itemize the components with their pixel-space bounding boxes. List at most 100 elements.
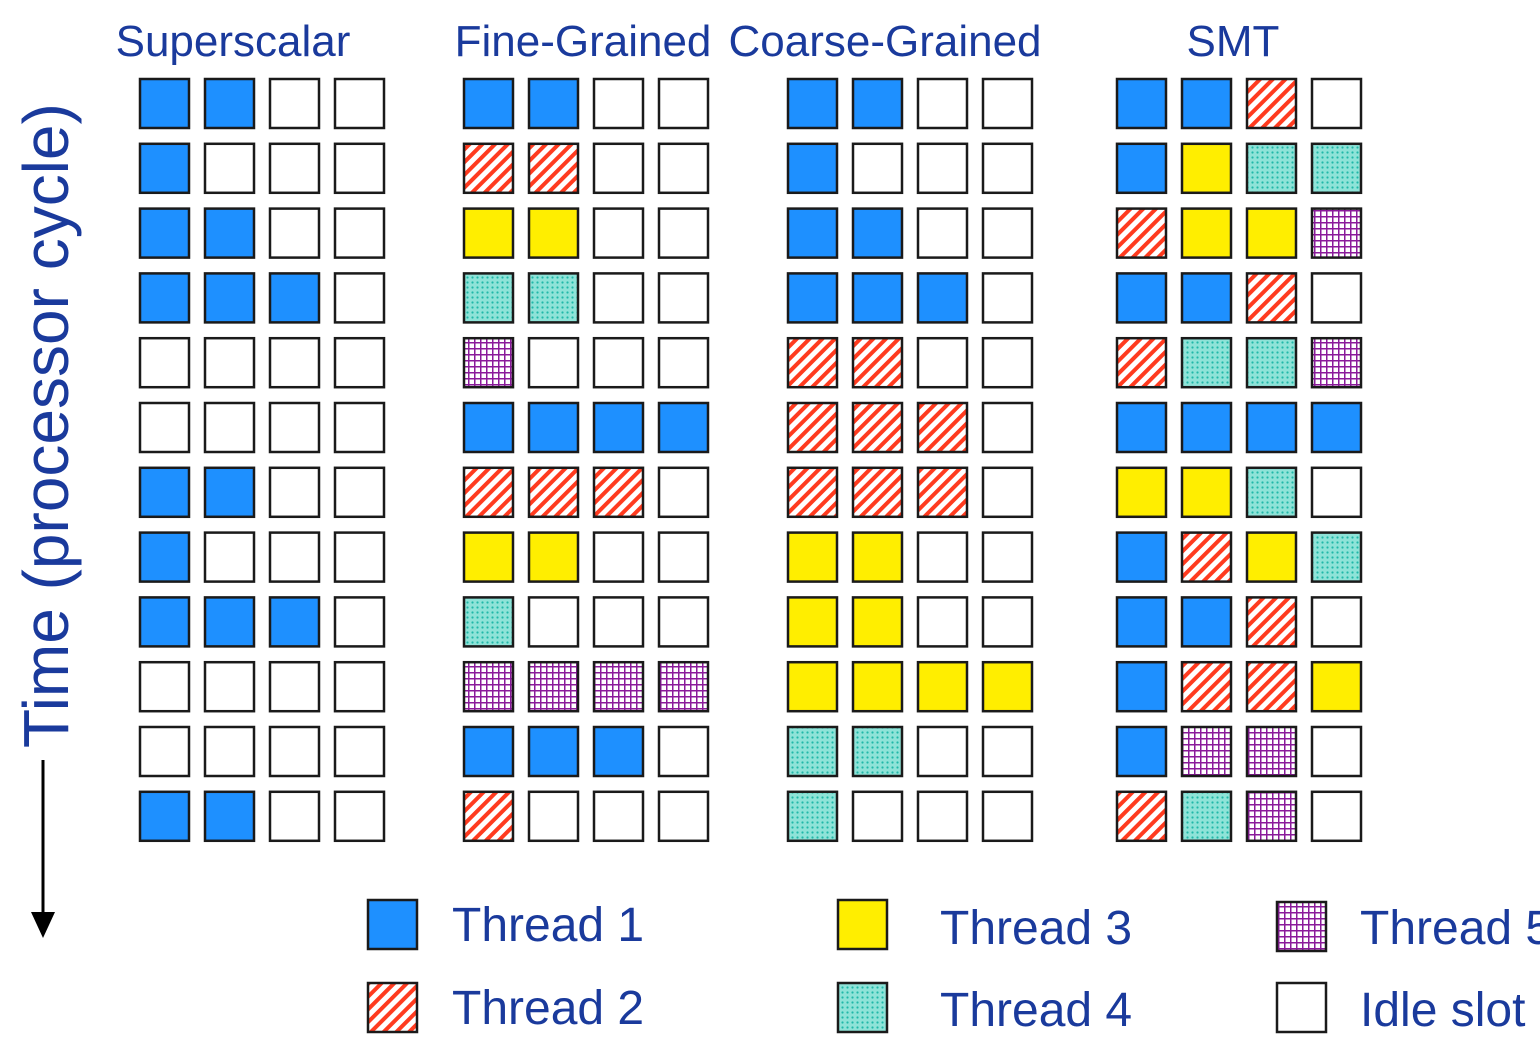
slot-cell-idle — [527, 596, 580, 648]
slot-cell-thread-1 — [203, 272, 256, 324]
slot-cell-thread-1 — [592, 725, 645, 778]
slot-cell-idle — [333, 336, 386, 389]
grid-fine-grained — [462, 77, 710, 843]
slot-cell-idle — [981, 531, 1034, 583]
slot-cell-thread-5 — [1245, 790, 1298, 843]
slot-cell-thread-3 — [1180, 207, 1233, 259]
slot-cell-thread-2 — [1115, 790, 1168, 843]
slot-cell-thread-1 — [138, 272, 191, 324]
slot-cell-idle — [268, 77, 321, 130]
legend-label-idle-slot: Idle slot — [1360, 984, 1525, 1037]
slot-cell-idle — [657, 207, 710, 259]
slot-cell-idle — [333, 142, 386, 195]
slot-cell-idle — [981, 725, 1034, 778]
slot-cell-thread-3 — [1180, 142, 1233, 195]
slot-cell-idle — [916, 596, 969, 648]
slot-cell-idle — [916, 531, 969, 583]
slot-cell-thread-2 — [916, 401, 969, 454]
slot-cell-thread-2 — [786, 336, 839, 389]
legend-label-thread-3: Thread 3 — [940, 902, 1132, 955]
panel-title-superscalar: Superscalar — [116, 17, 351, 66]
slot-cell-thread-4 — [1245, 336, 1298, 389]
slot-cell-thread-4 — [1310, 142, 1363, 195]
slot-cell-idle — [916, 207, 969, 259]
slot-cell-thread-3 — [527, 207, 580, 259]
slot-cell-thread-5 — [1310, 336, 1363, 389]
slot-cell-thread-2 — [462, 142, 515, 195]
slot-cell-thread-1 — [527, 401, 580, 454]
legend-swatch-thread-4 — [836, 981, 889, 1034]
slot-cell-thread-3 — [916, 660, 969, 713]
slot-cell-thread-1 — [851, 207, 904, 259]
slot-cell-thread-2 — [1115, 207, 1168, 259]
slot-cell-thread-1 — [462, 401, 515, 454]
slot-cell-idle — [981, 596, 1034, 648]
slot-cell-thread-1 — [527, 77, 580, 130]
slot-cell-idle — [138, 660, 191, 713]
slot-cell-idle — [657, 466, 710, 519]
slot-cell-thread-2 — [1245, 596, 1298, 648]
slot-cell-thread-4 — [1245, 466, 1298, 519]
grid-coarse-grained — [786, 77, 1034, 843]
slot-cell-thread-1 — [1115, 272, 1168, 324]
legend-label-thread-1: Thread 1 — [452, 899, 644, 952]
slot-cell-thread-1 — [527, 725, 580, 778]
slot-cell-thread-2 — [786, 401, 839, 454]
slot-cell-thread-1 — [786, 142, 839, 195]
slot-cell-thread-5 — [462, 660, 515, 713]
panel-title-coarse-grained: Coarse-Grained — [728, 17, 1041, 66]
slot-cell-thread-1 — [1310, 401, 1363, 454]
slot-cell-idle — [592, 142, 645, 195]
slot-cell-thread-1 — [203, 596, 256, 648]
slot-cell-idle — [268, 336, 321, 389]
slot-cell-thread-2 — [1245, 77, 1298, 130]
slot-cell-idle — [268, 660, 321, 713]
axis-label: Time (processor cycle) — [10, 103, 82, 748]
slot-cell-idle — [916, 77, 969, 130]
issue-slot-grids — [138, 77, 1363, 843]
slot-cell-thread-1 — [786, 272, 839, 324]
slot-cell-thread-1 — [138, 531, 191, 583]
slot-cell-thread-1 — [1115, 596, 1168, 648]
slot-cell-idle — [203, 336, 256, 389]
slot-cell-thread-2 — [527, 142, 580, 195]
slot-cell-idle — [657, 596, 710, 648]
slot-cell-thread-2 — [851, 466, 904, 519]
slot-cell-thread-4 — [527, 272, 580, 324]
slot-cell-thread-1 — [1115, 401, 1168, 454]
slot-cell-thread-1 — [851, 77, 904, 130]
slot-cell-idle — [333, 466, 386, 519]
slot-cell-thread-5 — [527, 660, 580, 713]
slot-cell-thread-4 — [462, 272, 515, 324]
slot-cell-thread-3 — [786, 596, 839, 648]
slot-cell-idle — [916, 790, 969, 843]
slot-cell-thread-5 — [657, 660, 710, 713]
slot-cell-thread-4 — [851, 725, 904, 778]
slot-cell-thread-2 — [1180, 531, 1233, 583]
slot-cell-thread-1 — [138, 142, 191, 195]
slot-cell-thread-2 — [1180, 660, 1233, 713]
slot-cell-idle — [203, 660, 256, 713]
slot-cell-idle — [851, 790, 904, 843]
slot-cell-idle — [138, 401, 191, 454]
slot-cell-idle — [333, 790, 386, 843]
slot-cell-thread-3 — [1115, 466, 1168, 519]
slot-cell-idle — [657, 142, 710, 195]
slot-cell-idle — [268, 207, 321, 259]
slot-cell-thread-1 — [462, 725, 515, 778]
slot-cell-idle — [203, 725, 256, 778]
slot-cell-idle — [916, 725, 969, 778]
slot-cell-thread-1 — [1115, 142, 1168, 195]
legend-swatch-thread-3 — [836, 898, 889, 951]
slot-cell-thread-2 — [462, 466, 515, 519]
slot-cell-idle — [268, 531, 321, 583]
slot-cell-thread-3 — [851, 660, 904, 713]
slot-cell-thread-2 — [527, 466, 580, 519]
legend-label-thread-4: Thread 4 — [940, 984, 1132, 1037]
slot-cell-idle — [657, 531, 710, 583]
slot-cell-thread-3 — [1180, 466, 1233, 519]
slot-cell-thread-1 — [138, 77, 191, 130]
slot-cell-thread-4 — [1180, 790, 1233, 843]
slot-cell-thread-2 — [786, 466, 839, 519]
slot-cell-idle — [203, 142, 256, 195]
